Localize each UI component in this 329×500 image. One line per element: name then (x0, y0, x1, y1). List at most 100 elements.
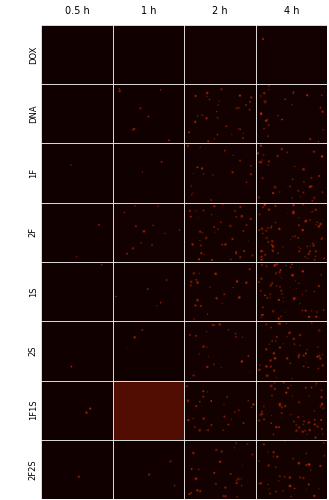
Point (191, 315, 196, 323)
Point (296, 244, 301, 252)
Point (291, 201, 296, 209)
Point (284, 320, 289, 328)
Point (288, 382, 293, 390)
Point (307, 313, 312, 321)
Point (257, 226, 262, 234)
Point (313, 206, 318, 214)
Point (314, 312, 319, 320)
Point (288, 410, 293, 418)
Point (296, 398, 302, 406)
Point (261, 440, 266, 448)
Point (191, 270, 196, 278)
Point (313, 220, 318, 228)
Point (320, 362, 325, 370)
Point (145, 285, 150, 293)
Point (307, 460, 312, 468)
Point (229, 415, 234, 423)
Point (195, 296, 200, 304)
Point (313, 247, 318, 255)
Point (311, 242, 316, 250)
Point (273, 463, 278, 471)
Point (219, 364, 224, 372)
Point (261, 310, 266, 318)
Point (300, 226, 305, 234)
Point (210, 171, 215, 179)
Point (316, 282, 321, 290)
Point (192, 423, 197, 431)
Point (237, 92, 242, 100)
Point (301, 420, 306, 428)
Point (263, 251, 268, 259)
Point (197, 143, 203, 151)
Point (277, 188, 282, 196)
Point (241, 130, 246, 138)
Point (296, 248, 302, 256)
Point (232, 207, 238, 215)
Point (193, 302, 198, 310)
Point (247, 98, 253, 106)
Point (319, 400, 325, 408)
Point (283, 308, 288, 316)
Point (130, 244, 136, 252)
Point (288, 182, 293, 190)
Point (223, 484, 228, 492)
Point (191, 315, 196, 323)
Point (276, 224, 282, 232)
Point (245, 397, 251, 405)
Point (201, 206, 206, 214)
Point (280, 487, 286, 495)
Point (296, 214, 301, 222)
Point (204, 114, 209, 122)
Point (232, 444, 237, 452)
Point (273, 269, 279, 277)
Point (234, 476, 240, 484)
Point (256, 278, 262, 286)
Point (191, 449, 196, 457)
Point (287, 482, 292, 490)
Point (315, 218, 320, 226)
Point (279, 414, 285, 422)
Point (285, 148, 290, 156)
Point (260, 304, 266, 312)
Point (290, 233, 295, 241)
Point (219, 299, 225, 307)
Point (257, 416, 262, 424)
Point (317, 352, 322, 360)
Point (117, 85, 122, 93)
Point (319, 386, 324, 394)
Point (304, 346, 310, 354)
Point (238, 203, 243, 211)
Point (261, 35, 266, 43)
Point (215, 295, 220, 303)
Point (198, 487, 203, 495)
Point (186, 416, 191, 424)
Point (283, 95, 288, 103)
Point (288, 284, 293, 292)
Point (241, 247, 247, 255)
Point (191, 270, 196, 278)
Point (313, 252, 318, 260)
Point (291, 90, 296, 98)
Point (268, 294, 273, 302)
Point (262, 416, 267, 424)
Point (289, 492, 294, 500)
Point (236, 406, 241, 414)
Point (268, 356, 273, 364)
Point (247, 98, 253, 106)
Point (197, 228, 203, 235)
Point (315, 353, 320, 361)
Point (133, 222, 139, 230)
Point (273, 202, 278, 210)
Point (266, 161, 271, 169)
Point (240, 462, 245, 470)
Point (84, 408, 89, 416)
Point (259, 314, 264, 322)
Point (88, 404, 93, 412)
Point (244, 278, 249, 286)
Point (145, 285, 150, 293)
Point (231, 284, 236, 292)
Point (316, 282, 321, 290)
Point (158, 298, 163, 306)
Point (209, 196, 214, 204)
Point (239, 358, 244, 366)
